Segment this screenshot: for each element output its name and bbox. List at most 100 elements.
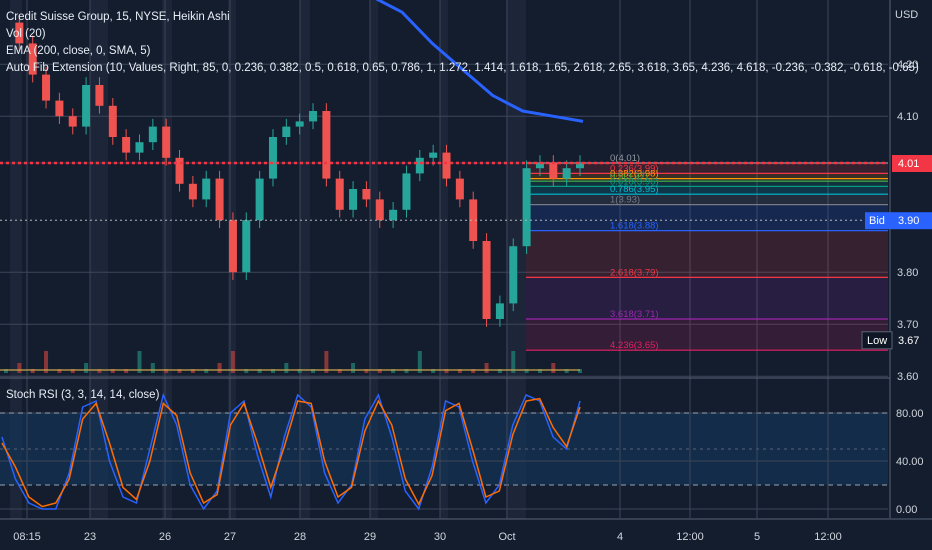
candle-body[interactable] — [522, 168, 531, 247]
volume-bar — [404, 369, 409, 373]
volume-bar — [44, 351, 49, 373]
candle-body[interactable] — [322, 111, 331, 179]
candle-body[interactable] — [215, 178, 224, 221]
volume-bar — [190, 369, 195, 373]
candle-body[interactable] — [535, 163, 544, 169]
rsi-tick-label: 40.00 — [896, 456, 924, 468]
legend-title[interactable]: Credit Suisse Group, 15, NYSE, Heikin As… — [6, 11, 230, 23]
candle-body[interactable] — [509, 246, 518, 304]
volume-bar — [17, 363, 22, 373]
candle-body[interactable] — [442, 152, 451, 179]
volume-bar — [110, 369, 115, 373]
last-price-badge[interactable] — [892, 155, 932, 172]
fib-zone — [526, 178, 888, 182]
candle-body[interactable] — [68, 116, 77, 127]
volume-bar — [377, 369, 382, 373]
time-tick-label: 27 — [224, 531, 236, 543]
session-band — [300, 0, 310, 520]
volume-bar — [230, 351, 235, 373]
candle-body[interactable] — [375, 199, 384, 221]
candle-body[interactable] — [402, 173, 411, 210]
stoch-rsi-d-line[interactable] — [1, 397, 581, 508]
candle-body[interactable] — [95, 85, 104, 106]
candle-body[interactable] — [282, 126, 291, 137]
candle-body[interactable] — [362, 189, 371, 200]
fib-zone — [526, 181, 888, 187]
legend-stoch-rsi[interactable]: Stoch RSI (3, 3, 14, 14, close) — [6, 389, 160, 401]
candle-body[interactable] — [15, 22, 24, 44]
candle-body[interactable] — [122, 137, 131, 153]
time-tick-label: 23 — [84, 531, 96, 543]
candle-body[interactable] — [42, 74, 51, 101]
candle-body[interactable] — [202, 178, 211, 200]
candle-body[interactable] — [562, 168, 571, 179]
volume-bar — [217, 363, 222, 373]
volume-bar — [150, 363, 155, 373]
volume-bar — [164, 369, 169, 373]
volume-bar — [497, 369, 502, 373]
price-tick-label: 3.80 — [897, 267, 918, 279]
volume-bar — [444, 369, 449, 373]
fib-level-label: 4.236(3.65) — [610, 340, 659, 351]
low-badge[interactable] — [861, 331, 893, 350]
fib-zone — [526, 277, 888, 319]
volume-bar — [297, 369, 302, 373]
candle-body[interactable] — [55, 100, 64, 117]
candle-body[interactable] — [188, 183, 197, 200]
candle-body[interactable] — [415, 157, 424, 174]
currency-label: USD — [895, 9, 918, 21]
fib-level-label: 0.236(3.99) — [610, 163, 659, 174]
legend-auto-fib[interactable]: Auto Fib Extension (10, Values, Right, 8… — [6, 62, 919, 74]
time-tick-label: 4 — [617, 531, 623, 543]
candle-body[interactable] — [349, 189, 358, 210]
candle-body[interactable] — [255, 178, 264, 221]
candle-body[interactable] — [228, 220, 237, 273]
time-tick-label: 5 — [754, 531, 760, 543]
volume-bar — [124, 369, 129, 373]
candle-body[interactable] — [335, 178, 344, 210]
time-tick-label: 12:00 — [676, 531, 704, 543]
candle-body[interactable] — [28, 43, 37, 75]
candle-body[interactable] — [82, 85, 91, 127]
candle-body[interactable] — [309, 111, 318, 122]
candle-body[interactable] — [148, 126, 157, 143]
candle-body[interactable] — [162, 126, 171, 158]
bid-badge[interactable] — [865, 212, 892, 230]
candle-body[interactable] — [242, 220, 251, 273]
candle-body[interactable] — [455, 178, 464, 200]
last-price-value: 4.01 — [898, 158, 919, 170]
candle-body[interactable] — [495, 303, 504, 319]
candle-body[interactable] — [175, 157, 184, 184]
candle-body[interactable] — [135, 142, 144, 153]
candle-body[interactable] — [576, 163, 584, 169]
candle-body[interactable] — [549, 163, 558, 179]
low-label: Low — [867, 335, 887, 347]
legend-volume[interactable]: Vol (20) — [6, 28, 46, 40]
volume-bar — [311, 369, 316, 373]
volume-bar — [431, 369, 436, 373]
candle-body[interactable] — [389, 209, 398, 221]
volume-bar — [391, 369, 396, 373]
candle-body[interactable] — [295, 121, 304, 127]
fib-level-label: 1.618(3.88) — [610, 221, 659, 232]
time-tick-label: 12:00 — [814, 531, 842, 543]
volume-bar — [244, 369, 249, 373]
fib-zone — [526, 194, 888, 205]
candle-body[interactable] — [108, 105, 117, 137]
legend-ema[interactable]: EMA (200, close, 0, SMA, 5) — [6, 45, 151, 57]
candle-body[interactable] — [469, 199, 478, 241]
candle-body[interactable] — [268, 137, 277, 179]
volume-bar — [324, 351, 329, 373]
volume-bar — [511, 351, 516, 373]
candle-body[interactable] — [429, 152, 438, 158]
volume-bar — [537, 369, 542, 373]
bid-value: 3.90 — [898, 215, 919, 227]
candle-body[interactable] — [482, 241, 491, 319]
bid-value-badge[interactable] — [892, 212, 932, 230]
volume-bar — [257, 369, 262, 373]
fib-zone — [526, 186, 888, 195]
ema-200-line[interactable] — [372, 0, 584, 123]
session-band — [440, 0, 448, 520]
